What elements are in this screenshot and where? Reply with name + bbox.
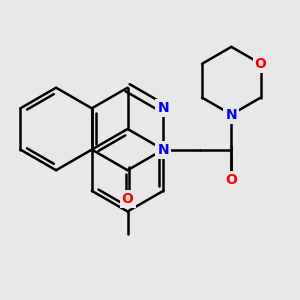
Text: O: O	[122, 192, 134, 206]
Text: O: O	[255, 57, 267, 71]
Text: O: O	[225, 173, 237, 187]
Text: N: N	[158, 101, 169, 115]
Text: N: N	[226, 107, 237, 122]
Text: N: N	[158, 142, 169, 157]
